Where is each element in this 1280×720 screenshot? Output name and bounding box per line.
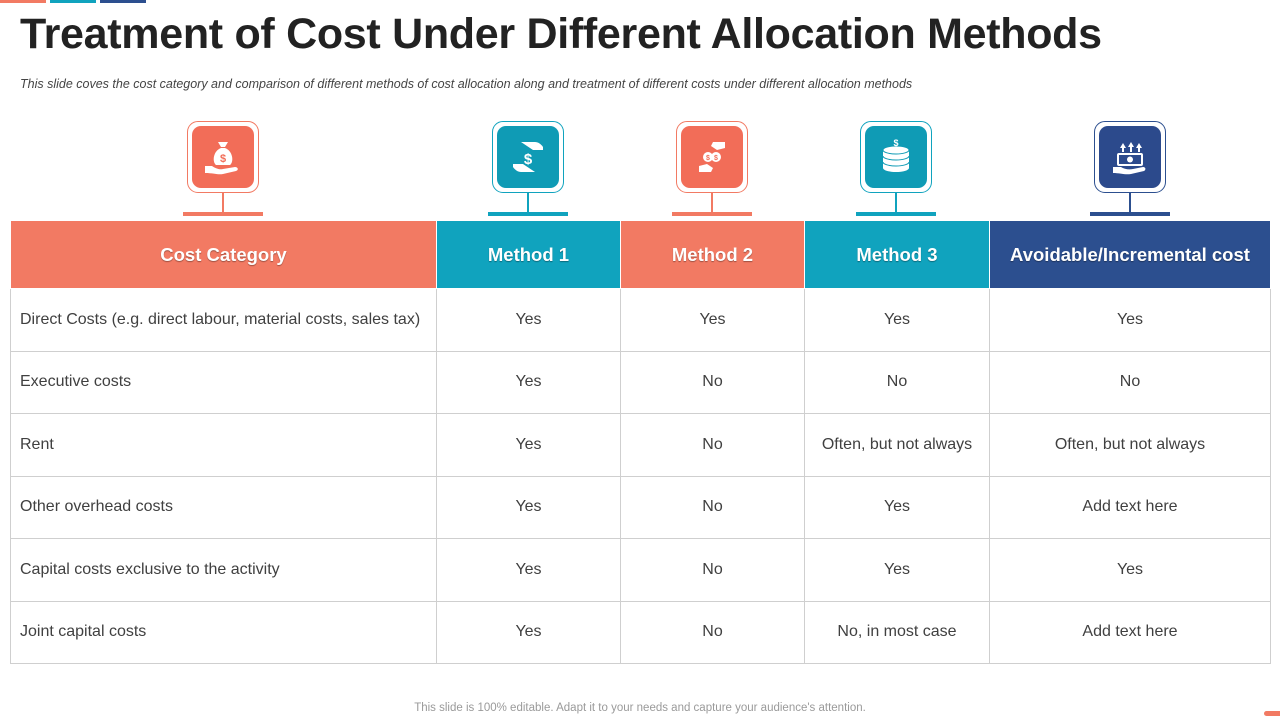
header-avoidable-incremental-cost: Avoidable/Incremental cost xyxy=(989,220,1271,289)
top-accent-coral xyxy=(0,0,46,3)
coin-exchange-hands-icon: $ $ xyxy=(699,142,725,172)
cell-method-2: No xyxy=(620,350,805,414)
cell-cost-category: Executive costs xyxy=(10,350,437,414)
cell-cost-category: Rent xyxy=(10,413,437,477)
table-row: Direct Costs (e.g. direct labour, materi… xyxy=(10,288,1271,352)
table-row: Joint capital costs Yes No No, in most c… xyxy=(10,600,1271,664)
cell-method-1: Yes xyxy=(436,413,621,477)
cell-avoidable: Often, but not always xyxy=(989,413,1271,477)
cell-avoidable: Add text here xyxy=(989,600,1271,664)
header-method-1: Method 1 xyxy=(436,220,621,289)
connector-foot xyxy=(672,212,752,216)
cell-avoidable: Yes xyxy=(989,288,1271,352)
svg-text:$: $ xyxy=(893,138,898,148)
dollar-hand-exchange-icon: $ xyxy=(513,142,543,172)
cell-method-2: Yes xyxy=(620,288,805,352)
cell-method-3: Yes xyxy=(804,475,990,539)
svg-text:$: $ xyxy=(220,153,226,165)
corner-accent xyxy=(1264,711,1280,716)
page-subtitle: This slide coves the cost category and c… xyxy=(20,77,913,91)
cell-avoidable: No xyxy=(989,350,1271,414)
cell-method-1: Yes xyxy=(436,600,621,664)
header-method-3: Method 3 xyxy=(804,220,990,289)
cell-method-2: No xyxy=(620,600,805,664)
cash-hand-growth-icon xyxy=(1113,142,1146,175)
connector-foot xyxy=(856,212,936,216)
connector-stem xyxy=(1129,193,1131,213)
svg-text:$: $ xyxy=(706,155,710,162)
table-header-row: Cost Category Method 1 Method 2 Method 3… xyxy=(10,220,1271,289)
cell-method-3: Yes xyxy=(804,538,990,602)
icon-frame-method-3: $ xyxy=(860,121,932,193)
cell-method-1: Yes xyxy=(436,538,621,602)
icon-frame-cost-category: $ xyxy=(187,121,259,193)
page-title: Treatment of Cost Under Different Alloca… xyxy=(20,10,1102,58)
icon-frame-method-1: $ xyxy=(492,121,564,193)
header-method-2: Method 2 xyxy=(620,220,805,289)
cell-method-3: No xyxy=(804,350,990,414)
top-accent-teal xyxy=(50,0,96,3)
svg-text:$: $ xyxy=(524,151,533,168)
cell-cost-category: Joint capital costs xyxy=(10,600,437,664)
cell-method-3: Yes xyxy=(804,288,990,352)
money-bag-hand-icon: $ xyxy=(205,142,238,175)
cost-allocation-table: Cost Category Method 1 Method 2 Method 3… xyxy=(10,220,1271,664)
cell-cost-category: Other overhead costs xyxy=(10,475,437,539)
cell-method-3: Often, but not always xyxy=(804,413,990,477)
cell-cost-category: Direct Costs (e.g. direct labour, materi… xyxy=(10,288,437,352)
cell-method-2: No xyxy=(620,538,805,602)
cell-method-1: Yes xyxy=(436,288,621,352)
cell-avoidable: Add text here xyxy=(989,475,1271,539)
top-accent-navy xyxy=(100,0,146,3)
connector-stem xyxy=(711,193,713,213)
cell-method-2: No xyxy=(620,475,805,539)
connector-stem xyxy=(222,193,224,213)
icon-frame-avoidable xyxy=(1094,121,1166,193)
table-row: Rent Yes No Often, but not always Often,… xyxy=(10,413,1271,477)
header-cost-category: Cost Category xyxy=(10,220,437,289)
table-row: Other overhead costs Yes No Yes Add text… xyxy=(10,475,1271,539)
cell-method-1: Yes xyxy=(436,475,621,539)
cell-avoidable: Yes xyxy=(989,538,1271,602)
connector-foot xyxy=(1090,212,1170,216)
coin-stack-icon: $ xyxy=(882,138,910,172)
cell-cost-category: Capital costs exclusive to the activity xyxy=(10,538,437,602)
footer-note: This slide is 100% editable. Adapt it to… xyxy=(414,702,866,714)
svg-text:$: $ xyxy=(714,155,718,162)
cell-method-2: No xyxy=(620,413,805,477)
connector-stem xyxy=(895,193,897,213)
icon-frame-method-2: $ $ xyxy=(676,121,748,193)
connector-foot xyxy=(488,212,568,216)
table-row: Capital costs exclusive to the activity … xyxy=(10,538,1271,602)
cell-method-1: Yes xyxy=(436,350,621,414)
cell-method-3: No, in most case xyxy=(804,600,990,664)
connector-foot xyxy=(183,212,263,216)
table-row: Executive costs Yes No No No xyxy=(10,350,1271,414)
connector-stem xyxy=(527,193,529,213)
